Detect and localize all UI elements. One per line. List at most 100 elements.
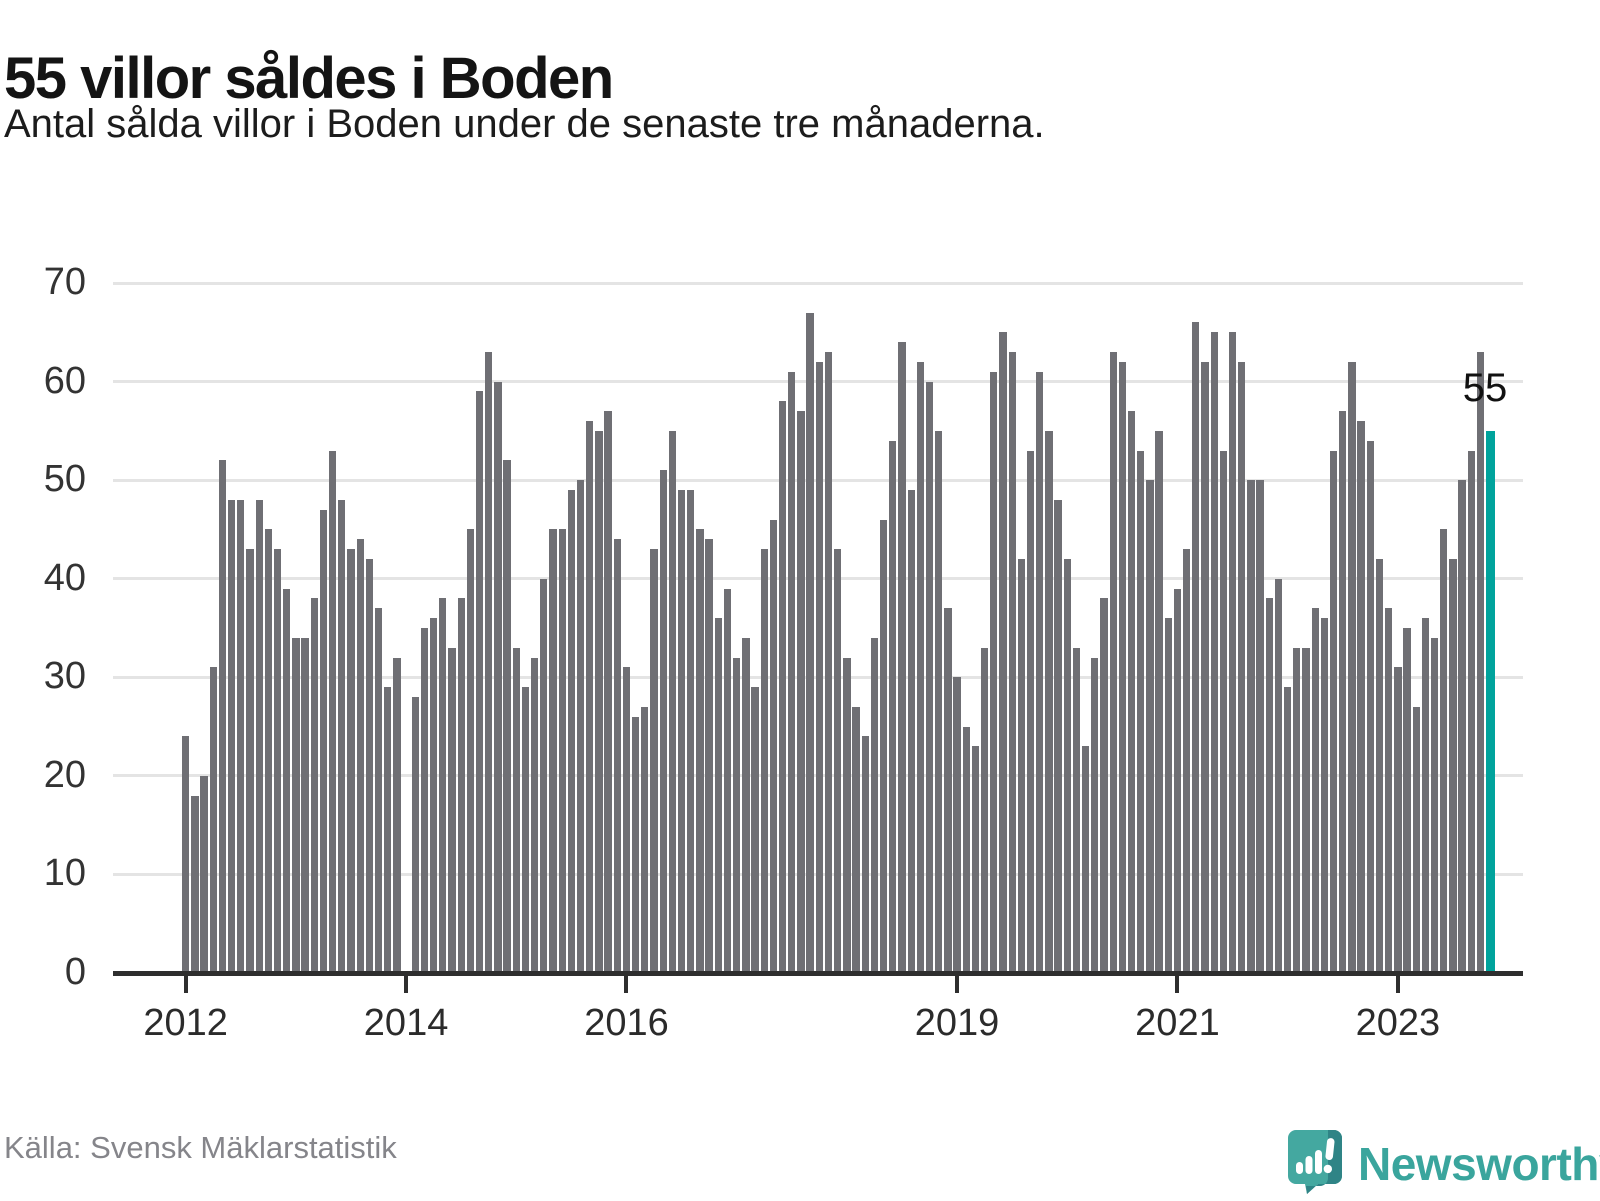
bar <box>576 480 585 973</box>
bar <box>1017 559 1026 973</box>
bar <box>1219 450 1228 973</box>
y-axis-tick-label: 10 <box>43 852 86 895</box>
bar <box>1467 450 1475 973</box>
gridline-y-70 <box>113 281 1523 285</box>
bar <box>1348 361 1356 973</box>
bar <box>521 687 530 973</box>
bar <box>879 519 888 973</box>
bar <box>328 450 337 973</box>
bar <box>1182 549 1191 973</box>
bar <box>1026 450 1035 973</box>
y-axis-tick-label: 60 <box>43 359 86 402</box>
bar <box>420 628 429 973</box>
x-axis-tick-mark <box>404 976 409 993</box>
bar <box>944 608 952 973</box>
bar <box>824 352 833 973</box>
bar <box>1329 450 1338 973</box>
bar <box>586 421 594 973</box>
bar <box>1403 628 1411 973</box>
bar <box>356 539 364 973</box>
bar <box>567 490 576 973</box>
bar <box>439 598 447 973</box>
x-axis-line <box>113 971 1523 976</box>
bar <box>1449 559 1457 973</box>
bar <box>182 736 190 973</box>
bar <box>1063 559 1071 973</box>
bar <box>696 529 704 973</box>
bar <box>953 677 961 973</box>
bar <box>411 697 419 973</box>
bar <box>907 490 915 973</box>
bar <box>1054 499 1062 973</box>
bar <box>1430 637 1439 973</box>
bar <box>1366 440 1374 973</box>
bar <box>852 706 860 973</box>
bar <box>429 618 438 973</box>
x-axis-tick-mark <box>624 976 629 993</box>
bar <box>264 529 272 973</box>
bar <box>1109 352 1117 973</box>
bar <box>549 529 557 973</box>
bar <box>1164 618 1172 973</box>
bar <box>733 657 741 973</box>
brand-wordmark: Newsworthy <box>1358 1138 1600 1190</box>
bar <box>475 391 484 973</box>
bar <box>1412 706 1420 973</box>
bar <box>751 687 759 973</box>
bar <box>393 657 401 973</box>
bar <box>788 371 796 973</box>
bar <box>935 430 943 973</box>
bar <box>889 440 897 973</box>
bar <box>292 637 300 973</box>
bar <box>1155 430 1163 973</box>
bar <box>1421 618 1430 973</box>
bar <box>448 647 456 973</box>
bar <box>301 637 309 973</box>
bar <box>374 608 383 973</box>
bar <box>962 726 970 973</box>
bar <box>1320 618 1329 973</box>
bar <box>246 549 254 973</box>
y-axis-tick-label: 30 <box>43 655 86 698</box>
bar <box>1339 411 1347 973</box>
bar <box>677 490 686 973</box>
bar <box>632 716 640 973</box>
bar <box>227 499 236 973</box>
y-axis-tick-label: 50 <box>43 458 86 501</box>
bar <box>503 460 511 973</box>
bar <box>723 588 732 973</box>
chart-subtitle: Antal sålda villor i Boden under de sena… <box>4 102 1045 146</box>
bar <box>971 746 980 973</box>
bar <box>485 352 493 973</box>
x-axis-tick-mark <box>955 976 960 993</box>
bar <box>1045 430 1053 973</box>
x-axis-tick-label: 2021 <box>1135 1002 1220 1044</box>
bar <box>218 460 227 973</box>
bar <box>1173 588 1182 973</box>
bar <box>980 647 989 973</box>
bar <box>1385 608 1393 973</box>
bar <box>778 401 787 973</box>
y-axis-tick-label: 40 <box>43 556 86 599</box>
x-axis-tick-mark <box>183 976 188 993</box>
bar <box>1072 647 1081 973</box>
bar <box>512 647 520 973</box>
bar <box>668 430 677 973</box>
bar <box>705 539 713 973</box>
source-caption: Källa: Svensk Mäklarstatistik <box>4 1130 397 1165</box>
bar <box>815 361 823 973</box>
bar <box>1118 361 1127 973</box>
bar-highlight-latest <box>1486 430 1495 973</box>
bar-chart-speech-bubble-icon <box>1286 1128 1344 1201</box>
bar <box>1256 480 1264 973</box>
highlight-value-label: 55 <box>1462 366 1508 410</box>
bar <box>1302 647 1310 973</box>
bar <box>760 549 768 973</box>
bar <box>1375 559 1384 973</box>
bar <box>457 598 465 973</box>
bar <box>650 549 658 973</box>
bar <box>1100 598 1108 973</box>
bar <box>1311 608 1319 973</box>
bar <box>1137 450 1145 973</box>
bar <box>531 657 539 973</box>
